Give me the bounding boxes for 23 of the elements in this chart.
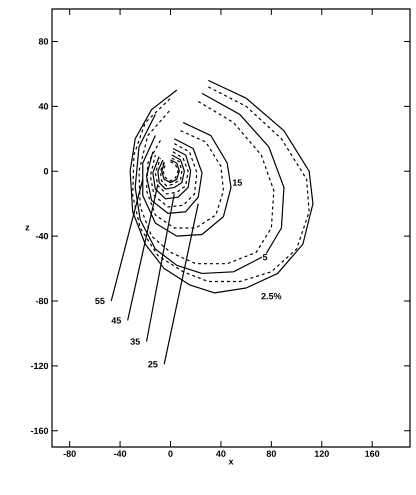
x-tick-label: 160 [365,450,380,457]
annotation: 2.5% [261,292,282,300]
annotation: 55 [95,298,105,304]
x-axis-title: x [228,460,234,464]
y-tick-label: -80 [36,298,48,304]
y-tick-label: 80 [38,38,48,45]
x-tick-label: 120 [314,450,329,457]
x-tick-label: 0 [168,450,173,457]
y-tick-label: -120 [30,362,48,370]
annotation: 25 [148,361,158,368]
y-tick-label: 0 [44,168,48,174]
x-tick-label: 40 [216,450,226,457]
y-tick-label: -160 [30,428,48,434]
annotation: 15 [232,179,242,186]
y-axis-title: z [26,226,30,230]
annotation: 35 [130,338,140,345]
annotation: 45 [111,317,122,324]
x-tick-label: -80 [64,450,76,457]
x-tick-label: 80 [266,450,276,457]
annotation: 5 [262,254,268,260]
x-tick-label: -40 [114,450,126,457]
y-tick-label: -40 [36,232,48,240]
y-tick-label: 40 [38,103,48,110]
